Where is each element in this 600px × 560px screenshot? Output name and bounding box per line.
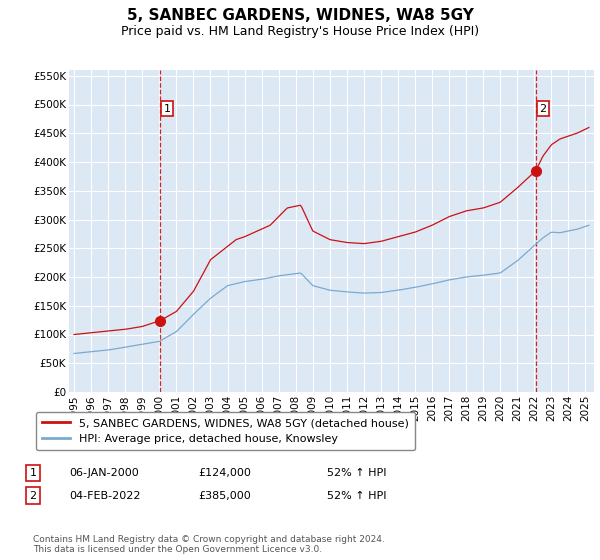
- Text: 2: 2: [29, 491, 37, 501]
- Text: 5, SANBEC GARDENS, WIDNES, WA8 5GY: 5, SANBEC GARDENS, WIDNES, WA8 5GY: [127, 8, 473, 24]
- Text: 2: 2: [539, 104, 547, 114]
- Text: 52% ↑ HPI: 52% ↑ HPI: [327, 468, 386, 478]
- Text: Price paid vs. HM Land Registry's House Price Index (HPI): Price paid vs. HM Land Registry's House …: [121, 25, 479, 38]
- Legend: 5, SANBEC GARDENS, WIDNES, WA8 5GY (detached house), HPI: Average price, detache: 5, SANBEC GARDENS, WIDNES, WA8 5GY (deta…: [35, 412, 415, 450]
- Text: 1: 1: [29, 468, 37, 478]
- Text: 1: 1: [163, 104, 170, 114]
- Text: 04-FEB-2022: 04-FEB-2022: [69, 491, 140, 501]
- Text: £124,000: £124,000: [198, 468, 251, 478]
- Text: £385,000: £385,000: [198, 491, 251, 501]
- Text: 52% ↑ HPI: 52% ↑ HPI: [327, 491, 386, 501]
- Text: 06-JAN-2000: 06-JAN-2000: [69, 468, 139, 478]
- Text: Contains HM Land Registry data © Crown copyright and database right 2024.
This d: Contains HM Land Registry data © Crown c…: [33, 535, 385, 554]
